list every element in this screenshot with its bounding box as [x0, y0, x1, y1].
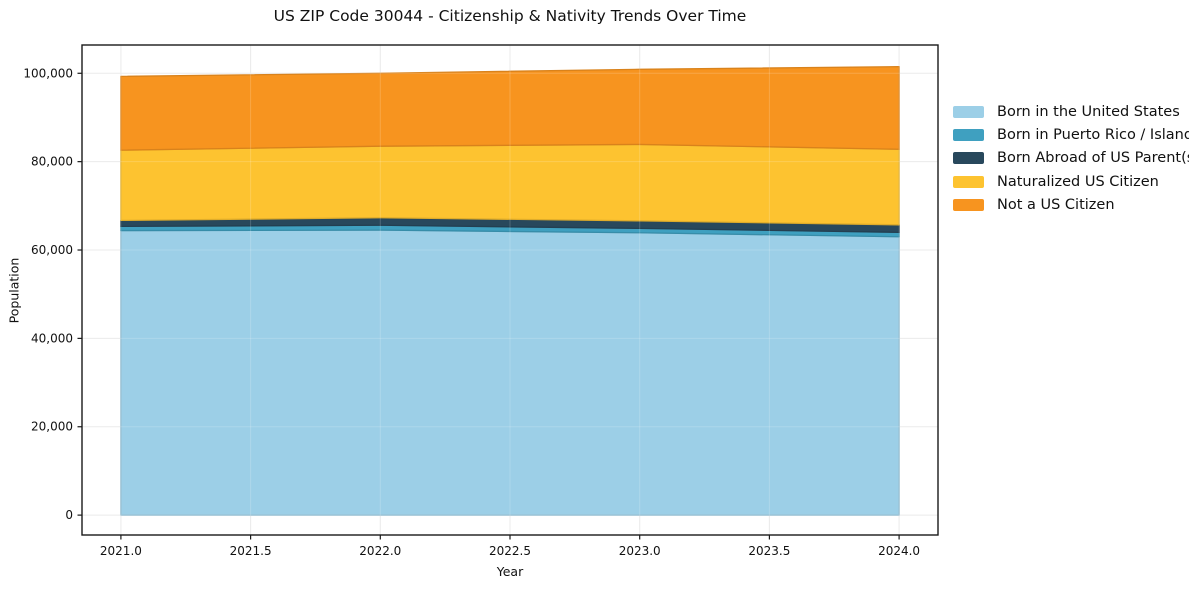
x-axis-label: Year: [496, 564, 524, 579]
legend-item: Not a US Citizen: [953, 194, 1189, 217]
y-tick-label: 60,000: [31, 243, 73, 257]
legend-swatch-icon: [953, 199, 984, 212]
legend-label: Born in the United States: [997, 103, 1180, 120]
legend-label: Naturalized US Citizen: [997, 173, 1159, 190]
x-tick-label: 2022.5: [489, 544, 531, 558]
y-axis-label: Population: [6, 257, 22, 324]
legend-item: Born in Puerto Rico / Islands: [953, 123, 1189, 146]
legend-swatch-icon: [953, 152, 984, 165]
x-tick-label: 2021.5: [230, 544, 272, 558]
legend-label: Not a US Citizen: [997, 197, 1115, 214]
y-tick-label: 20,000: [31, 420, 73, 434]
x-tick-label: 2022.0: [359, 544, 401, 558]
x-tick-label: 2023.0: [619, 544, 661, 558]
legend-item: Born in the United States: [953, 100, 1189, 123]
x-tick-label: 2024.0: [878, 544, 920, 558]
legend-swatch-icon: [953, 175, 984, 188]
legend-label: Born Abroad of US Parent(s): [997, 150, 1189, 167]
y-tick-label: 80,000: [31, 155, 73, 169]
legend-label: Born in Puerto Rico / Islands: [997, 127, 1189, 144]
legend-item: Born Abroad of US Parent(s): [953, 147, 1189, 170]
x-tick-label: 2023.5: [748, 544, 790, 558]
legend-item: Naturalized US Citizen: [953, 170, 1189, 193]
y-tick-label: 100,000: [23, 66, 73, 80]
chart-title: US ZIP Code 30044 - Citizenship & Nativi…: [273, 7, 747, 25]
y-tick-label: 0: [65, 508, 73, 522]
x-tick-label: 2021.0: [100, 544, 142, 558]
legend-swatch-icon: [953, 129, 984, 142]
legend: Born in the United States Born in Puerto…: [953, 100, 1189, 217]
y-tick-label: 40,000: [31, 331, 73, 345]
legend-swatch-icon: [953, 105, 984, 118]
